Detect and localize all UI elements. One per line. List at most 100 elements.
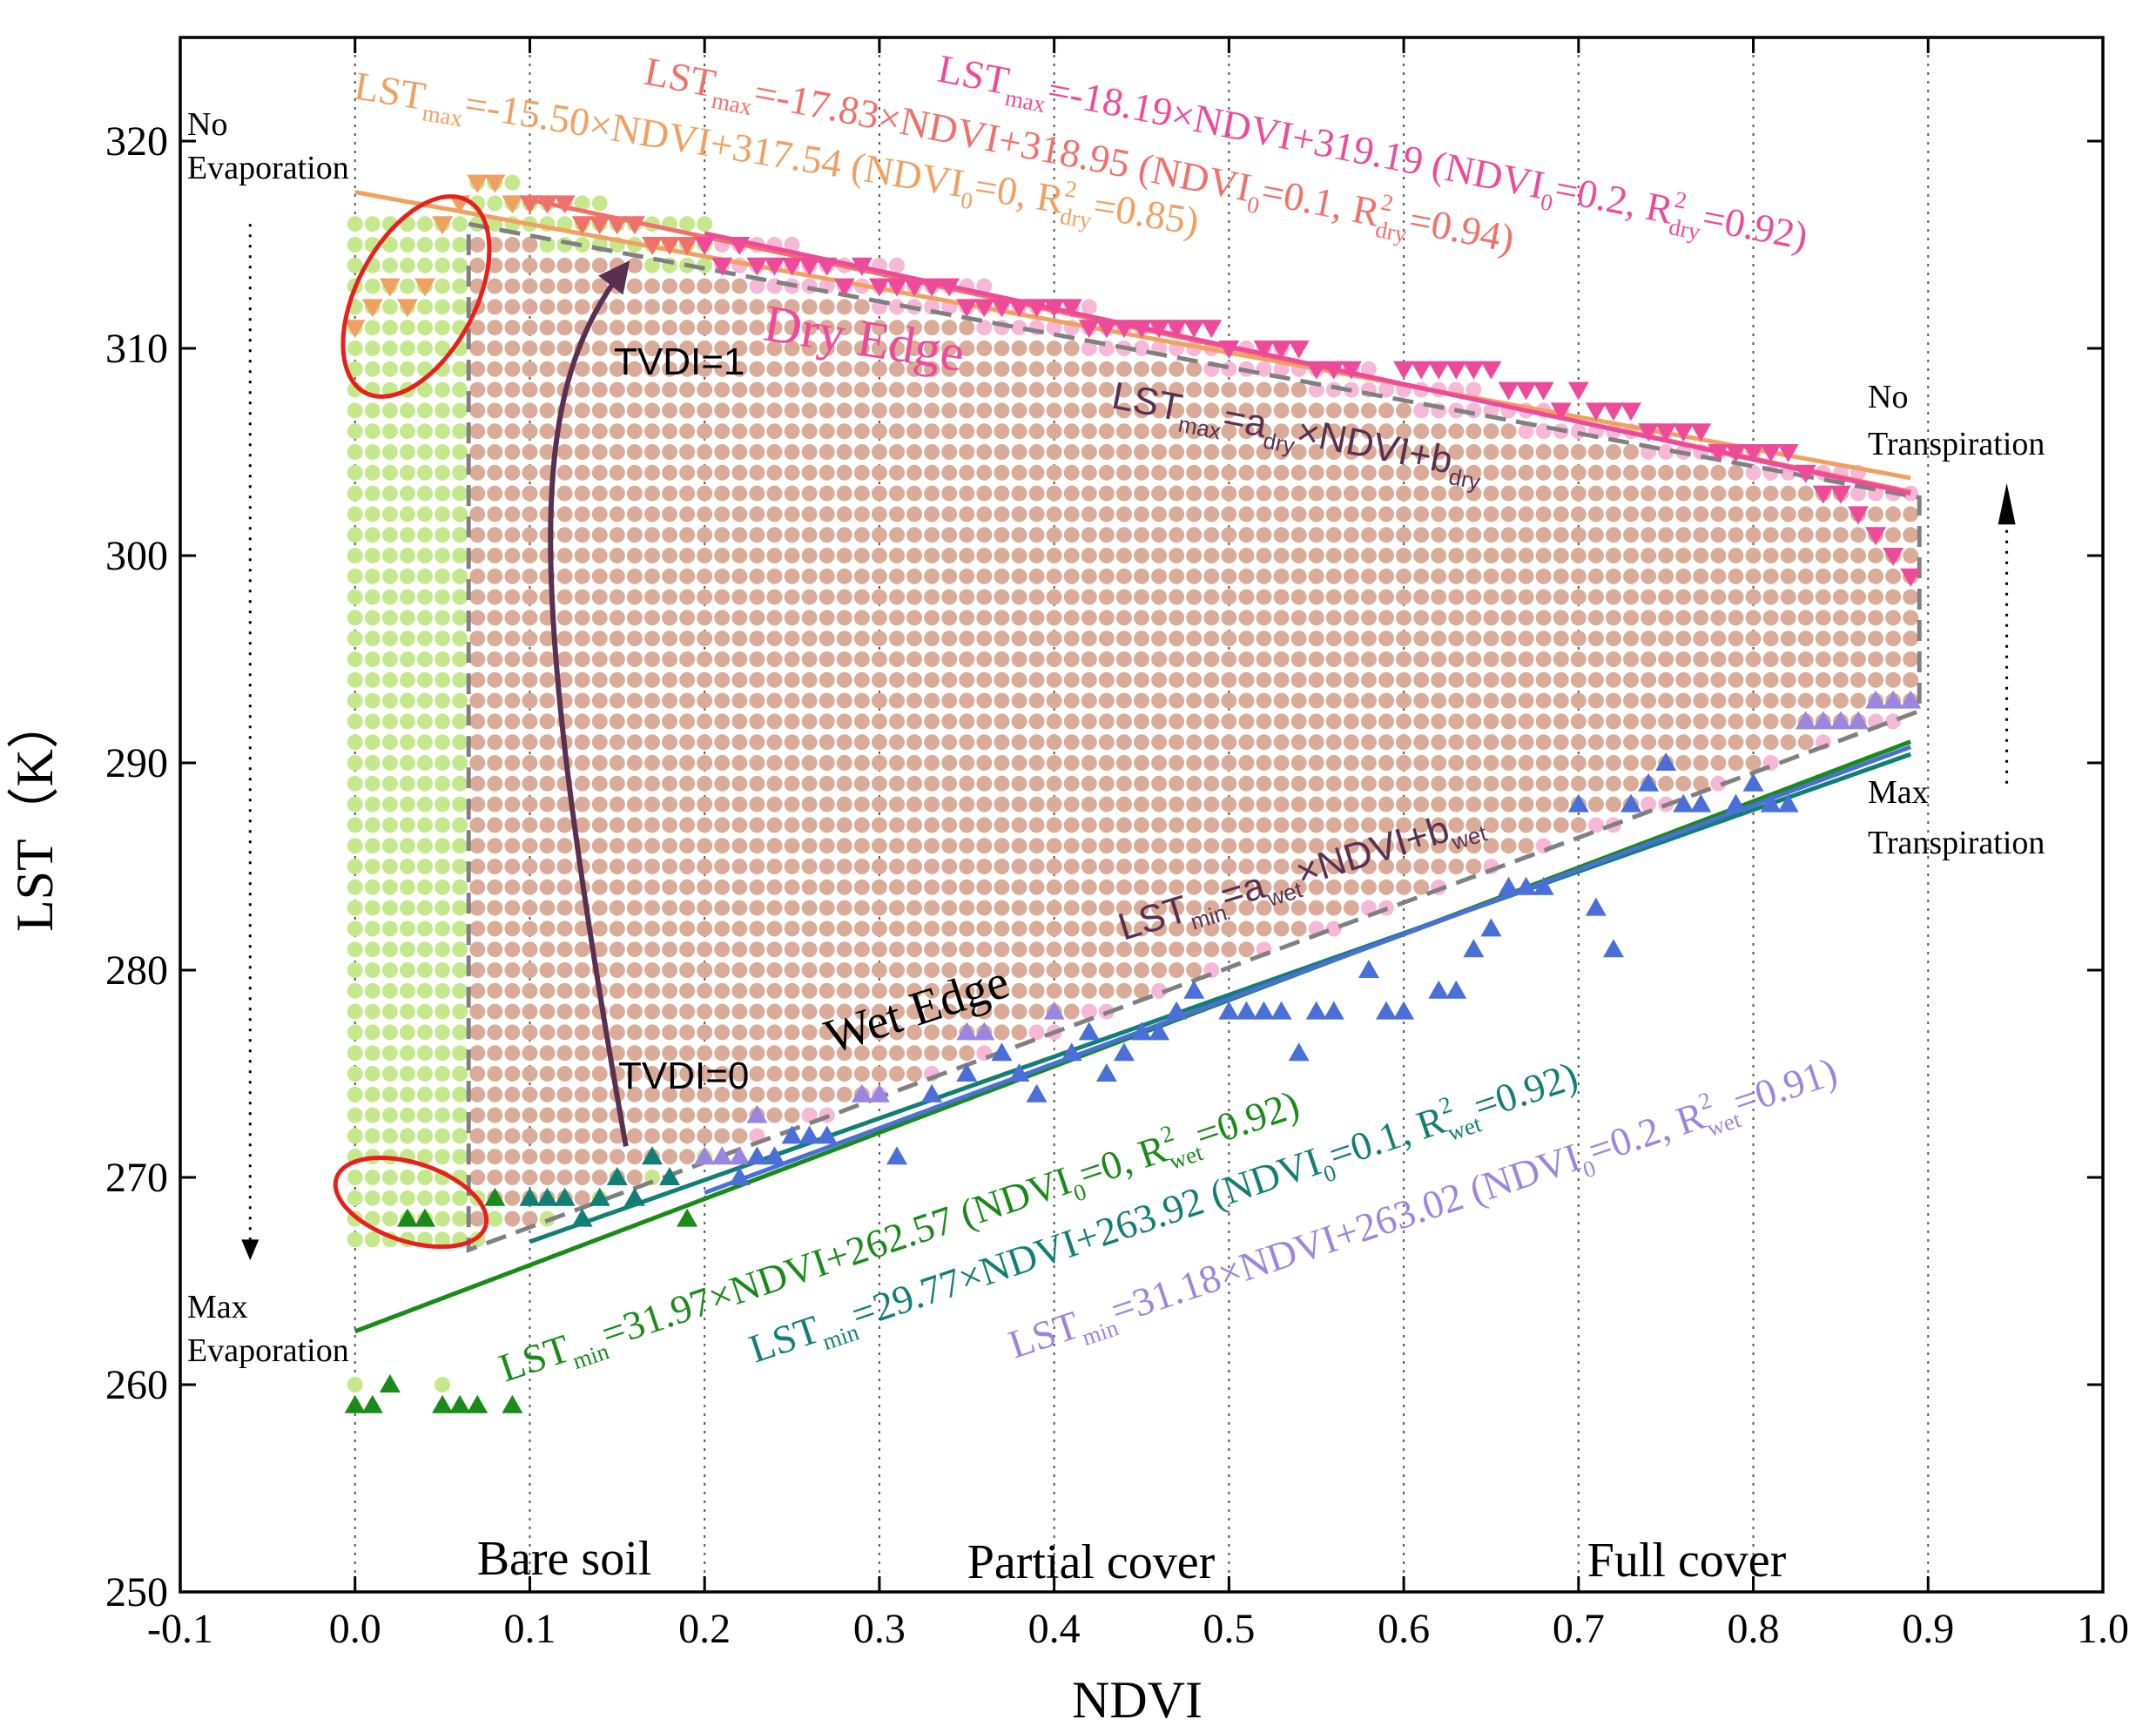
background-point [819, 900, 835, 916]
background-point [1046, 506, 1062, 523]
wet-edge-marker [1305, 1001, 1327, 1020]
background-point [1885, 671, 1902, 688]
background-point [766, 962, 783, 978]
background-point [469, 962, 486, 978]
background-point [1710, 568, 1727, 584]
background-point [522, 734, 538, 751]
background-point [435, 1149, 451, 1165]
background-point [1728, 464, 1744, 481]
background-point [1063, 485, 1080, 502]
background-point [976, 775, 993, 792]
background-point [1553, 464, 1569, 481]
background-point [731, 485, 748, 502]
background-point [1203, 941, 1220, 958]
background-point [347, 1003, 363, 1020]
background-point [626, 755, 643, 771]
background-point [1081, 879, 1097, 895]
background-point [1413, 610, 1430, 626]
background-point [399, 817, 415, 833]
background-point [1832, 610, 1849, 626]
background-point [1448, 568, 1465, 584]
background-point [801, 361, 818, 377]
background-point [1535, 713, 1552, 730]
background-point [1483, 713, 1499, 730]
background-point [417, 1086, 434, 1103]
dry-edge-marker [379, 278, 401, 297]
background-point [801, 982, 818, 999]
background-point [452, 299, 468, 315]
background-point [504, 548, 521, 563]
background-point [591, 900, 608, 916]
background-point [1710, 548, 1727, 563]
background-point [801, 341, 818, 356]
tvdi-1-label: TVDI=1 [614, 341, 744, 383]
background-point [871, 962, 887, 978]
background-point [784, 859, 800, 874]
background-point [347, 423, 363, 440]
background-point [662, 713, 678, 730]
background-point [1762, 568, 1779, 584]
background-point [539, 817, 556, 833]
background-point [1483, 589, 1499, 605]
background-point [924, 568, 940, 584]
background-point [1203, 775, 1220, 792]
background-point [469, 817, 486, 833]
background-point [417, 796, 434, 813]
background-point [836, 1045, 852, 1062]
background-point [347, 692, 363, 709]
background-point [452, 216, 468, 233]
background-point [819, 299, 835, 315]
background-point [924, 734, 940, 751]
background-point [1273, 506, 1290, 523]
background-point [1518, 755, 1534, 771]
background-point [591, 879, 608, 895]
background-point [1413, 630, 1430, 647]
zone-bare-soil: Bare soil [477, 1532, 652, 1586]
background-point [1797, 610, 1814, 626]
background-point [1151, 671, 1168, 688]
background-point [1203, 568, 1220, 584]
background-point [381, 527, 398, 543]
background-point [1728, 713, 1744, 730]
background-point [1169, 796, 1185, 813]
background-point [574, 361, 590, 377]
background-point [959, 982, 975, 999]
background-point [539, 630, 556, 647]
background-point [924, 1024, 940, 1041]
background-point [662, 464, 678, 481]
wet-edge-marker [623, 1187, 645, 1206]
background-point [679, 755, 696, 771]
background-point [1273, 464, 1290, 481]
background-point [679, 1107, 696, 1123]
background-point [1815, 506, 1831, 523]
background-point [1063, 900, 1080, 916]
background-point [364, 1066, 381, 1082]
background-point [679, 361, 696, 377]
background-point [888, 320, 905, 336]
dry-edge-marker [1008, 299, 1030, 318]
background-point [487, 859, 503, 874]
background-point [801, 610, 818, 626]
background-point [1256, 506, 1272, 523]
background-point [941, 1024, 958, 1041]
background-point [976, 796, 993, 813]
background-point [643, 1107, 660, 1123]
background-point [662, 1024, 678, 1041]
background-point [643, 796, 660, 813]
background-point [1011, 568, 1027, 584]
background-point [1256, 796, 1272, 813]
background-point [941, 423, 958, 440]
background-point [1413, 402, 1430, 419]
background-point [556, 982, 573, 999]
background-point [469, 879, 486, 895]
background-point [1134, 920, 1149, 937]
background-point [1483, 568, 1499, 584]
background-point [853, 299, 870, 315]
background-point [679, 1149, 696, 1165]
background-point [435, 278, 451, 294]
x-tick-label: 0.3 [853, 1606, 906, 1652]
background-point [819, 464, 835, 481]
background-point [1885, 568, 1902, 584]
background-point [417, 920, 434, 937]
background-point [1046, 692, 1062, 709]
